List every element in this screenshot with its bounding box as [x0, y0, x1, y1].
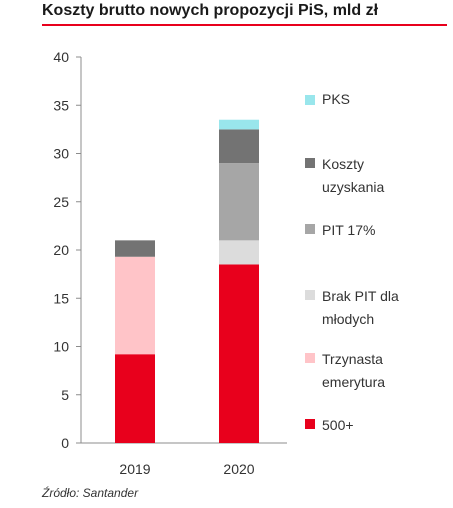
chart-title: Koszty brutto nowych propozycji PiS, mld…: [42, 2, 379, 19]
legend-label: PKS: [322, 91, 350, 107]
legend-label: emerytura: [322, 374, 385, 390]
title-underline: [42, 24, 447, 26]
legend-label: Koszty: [322, 156, 364, 172]
legend-label: Trzynasta: [322, 351, 383, 367]
y-tick-label: 10: [53, 339, 69, 355]
x-tick-label: 2019: [119, 461, 150, 477]
legend-swatch: [305, 224, 315, 234]
y-tick-label: 25: [53, 194, 69, 210]
legend-label: PIT 17%: [322, 222, 375, 238]
bar-segment: [115, 354, 155, 443]
legend-swatch: [305, 353, 315, 363]
legend-swatch: [305, 419, 315, 429]
y-tick-label: 5: [61, 387, 69, 403]
legend-swatch: [305, 95, 315, 105]
source-note: Źródło: Santander: [42, 486, 139, 500]
bar-segment: [219, 129, 259, 164]
y-tick-label: 30: [53, 146, 69, 162]
y-tick-label: 0: [61, 435, 69, 451]
y-tick-label: 35: [53, 97, 69, 113]
y-tick-label: 20: [53, 242, 69, 258]
legend-label: 500+: [322, 417, 354, 433]
bar-segment: [115, 256, 155, 355]
bar-segment: [219, 264, 259, 443]
legend-label: młodych: [322, 311, 374, 327]
y-tick-label: 15: [53, 290, 69, 306]
bar-segment: [219, 119, 259, 130]
bar-segment: [219, 163, 259, 241]
legend-label: uzyskania: [322, 179, 384, 195]
bar-segment: [115, 240, 155, 257]
y-tick-label: 40: [53, 49, 69, 65]
legend-label: Brak PIT dla: [322, 288, 399, 304]
bar-segment: [219, 240, 259, 265]
legend-swatch: [305, 158, 315, 168]
x-tick-label: 2020: [223, 461, 254, 477]
legend-swatch: [305, 290, 315, 300]
